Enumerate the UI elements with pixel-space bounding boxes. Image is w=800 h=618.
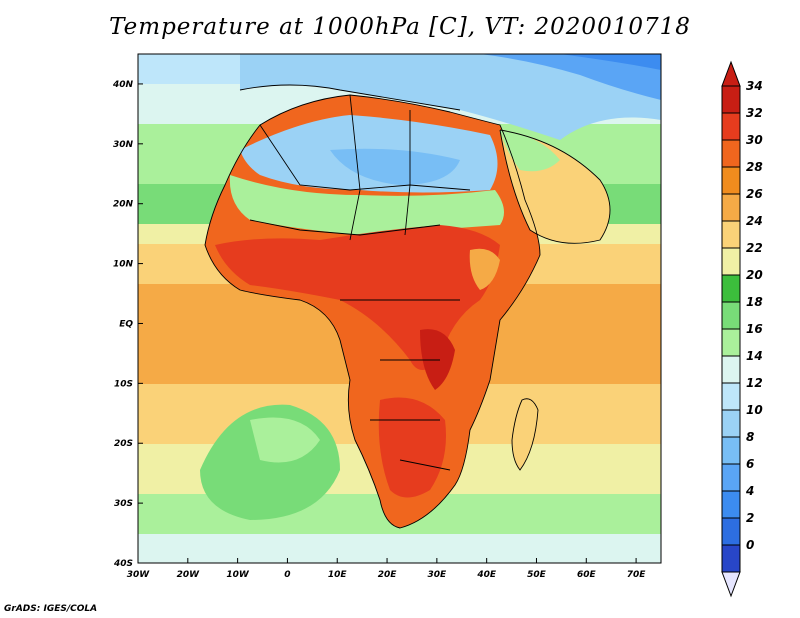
colorbar-label: 16: [746, 322, 763, 336]
colorbar-label: 10: [746, 403, 763, 417]
lon-tick-label: 10W: [226, 570, 250, 580]
colorbar-label: 20: [746, 268, 763, 282]
colorbar-label: 2: [746, 511, 754, 525]
lon-tick-label: 30E: [428, 570, 448, 580]
colorbar-swatch: [721, 193, 741, 222]
lon-tick-label: 50E: [527, 570, 547, 580]
lat-tick-label: 10N: [113, 260, 134, 270]
lon-tick-label: 20W: [177, 570, 201, 580]
lat-tick-label: 30N: [113, 140, 134, 150]
lon-tick-label: 70E: [627, 570, 647, 580]
colorbar-label: 28: [746, 160, 763, 174]
colorbar-swatch: [721, 301, 741, 330]
colorbar-swatch: [721, 220, 741, 249]
colorbar-swatch: [721, 139, 741, 168]
lat-tick-label: EQ: [119, 319, 133, 329]
colorbar-swatch: [721, 112, 741, 141]
colorbar-label: 26: [746, 187, 763, 201]
lat-tick-label: 10S: [114, 379, 133, 389]
colorbar-over-arrow: [721, 60, 741, 87]
colorbar-swatch: [721, 85, 741, 114]
colorbar-swatch: [721, 247, 741, 276]
temperature-field: [138, 54, 661, 563]
colorbar-swatch: [721, 409, 741, 438]
coastlines: [204, 84, 611, 529]
lat-tick-label: 40N: [112, 80, 134, 90]
lon-tick-label: 60E: [577, 570, 597, 580]
lon-tick-label: 20E: [378, 570, 398, 580]
lat-tick-label: 20N: [113, 200, 134, 210]
colorbar-label: 6: [746, 457, 754, 471]
colorbar-swatch: [721, 328, 741, 357]
colorbar-swatch: [721, 544, 741, 573]
plot-frame: [137, 53, 662, 564]
colorbar-label: 8: [746, 430, 754, 444]
colorbar-label: 0: [746, 538, 754, 552]
colorbar-label: 32: [746, 106, 763, 120]
map-title: Temperature at 1000hPa [C], VT: 20200107…: [109, 14, 691, 40]
latitude-axis: 40N 30N 20N 10N EQ 10S 20S 30S 40S: [112, 80, 143, 569]
colorbar-label: 18: [746, 295, 763, 309]
colorbar-swatch: [721, 490, 741, 519]
colorbar-swatch: [721, 436, 741, 465]
lon-tick-label: 0: [284, 570, 290, 580]
longitude-axis: 30W 20W 10W 0 10E 20E 30E 40E 50E 60E 70E: [127, 558, 647, 580]
colorbar-swatch: [721, 274, 741, 303]
colorbar-swatch: [721, 355, 741, 384]
colorbar-swatch: [721, 382, 741, 411]
lat-tick-label: 40S: [113, 559, 133, 569]
colorbar-label: 4: [745, 484, 754, 498]
lon-tick-label: 40E: [476, 570, 497, 580]
lat-tick-label: 20S: [114, 439, 133, 449]
colorbar-label: 22: [746, 241, 763, 255]
colorbar-label: 24: [746, 214, 763, 228]
colorbar-swatch: [721, 166, 741, 195]
lon-tick-label: 10E: [328, 570, 348, 580]
colorbar-under-arrow: [721, 571, 741, 598]
colorbar-swatch: [721, 463, 741, 492]
colorbar-swatch: [721, 517, 741, 546]
colorbar-label: 30: [746, 133, 763, 147]
lon-tick-label: 30W: [127, 570, 151, 580]
colorbar-label: 34: [746, 79, 763, 93]
colorbar-label: 14: [746, 349, 763, 363]
colorbar-label: 12: [746, 376, 763, 390]
lat-tick-label: 30S: [114, 499, 133, 509]
grads-credit: GrADS: IGES/COLA: [4, 604, 98, 614]
